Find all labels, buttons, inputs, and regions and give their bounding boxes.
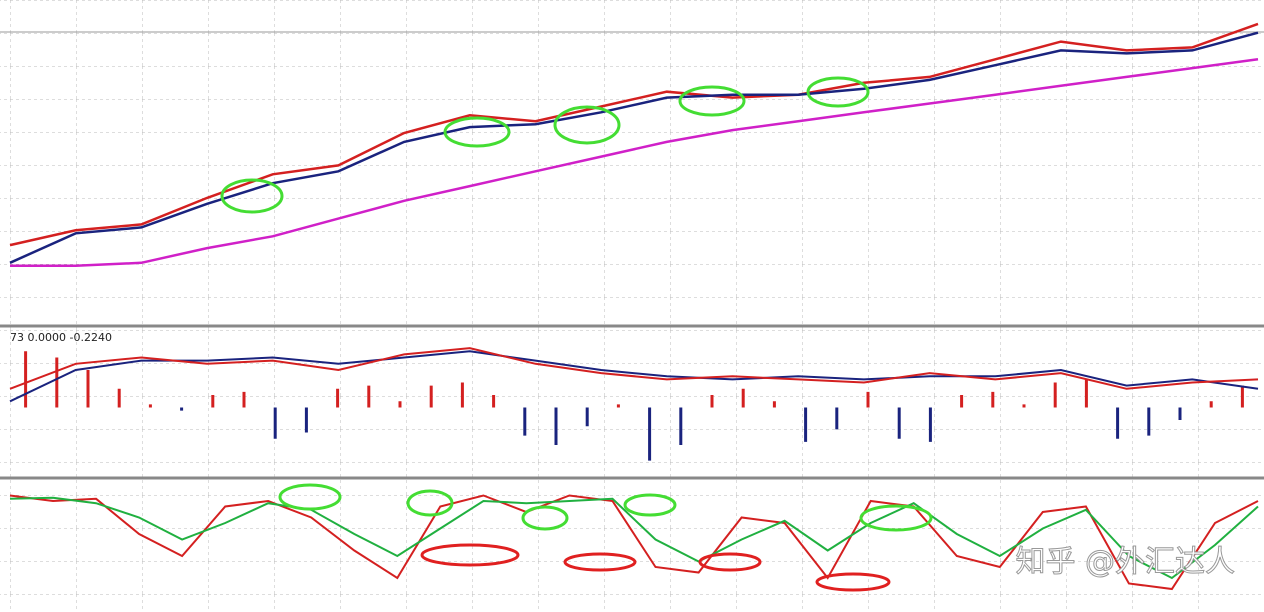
- circle: [553, 105, 621, 145]
- series-line: [9, 496, 1259, 580]
- circle: [443, 116, 511, 148]
- histogram-bar: [835, 407, 839, 430]
- circle: [563, 552, 637, 572]
- series-line: [9, 494, 1259, 591]
- histogram-bar: [866, 391, 870, 408]
- histogram-bar: [117, 388, 121, 408]
- circle: [406, 489, 454, 517]
- histogram-bar: [86, 370, 90, 408]
- watermark: 知乎 @外汇达人: [1015, 545, 1235, 580]
- histogram-bar: [55, 357, 59, 408]
- circle: [623, 493, 677, 517]
- histogram-bar: [273, 407, 277, 439]
- circle: [698, 552, 762, 572]
- histogram-bar: [398, 401, 402, 408]
- histogram-bar: [928, 407, 932, 442]
- series-line: [9, 347, 1259, 390]
- histogram-bar: [492, 395, 496, 408]
- histogram-bar: [211, 395, 215, 408]
- annotations: [220, 76, 933, 592]
- circle: [220, 178, 284, 214]
- histogram-bar: [304, 407, 308, 433]
- histogram-bar: [180, 407, 184, 411]
- series-line: [9, 31, 1259, 264]
- histogram-bar: [1240, 385, 1244, 408]
- series-line: [9, 350, 1259, 403]
- histogram-bar: [1147, 407, 1151, 436]
- histogram-bar: [710, 395, 714, 408]
- histogram-bar: [897, 407, 901, 439]
- histogram-bar: [1178, 407, 1182, 420]
- histogram-bar: [585, 407, 589, 427]
- circle: [521, 505, 569, 531]
- histogram-bar: [1022, 404, 1026, 408]
- histogram-bar: [741, 388, 745, 408]
- histogram-bar: [804, 407, 808, 442]
- histogram-bar: [554, 407, 558, 445]
- histogram-bar: [429, 385, 433, 408]
- histogram-bar: [148, 404, 152, 408]
- histogram-bar: [523, 407, 527, 436]
- histogram-bar: [24, 351, 28, 408]
- histogram-bar: [1209, 401, 1213, 408]
- histogram-bar: [336, 388, 340, 408]
- circle: [815, 572, 891, 592]
- histogram-bar: [1053, 382, 1057, 408]
- circle: [278, 483, 342, 511]
- circle: [806, 76, 870, 108]
- histogram-bar: [460, 382, 464, 408]
- histogram-bar: [991, 391, 995, 408]
- series-line: [9, 22, 1259, 247]
- histogram-bar: [1116, 407, 1120, 439]
- circle: [859, 504, 933, 532]
- series-line: [10, 58, 1259, 268]
- histogram-bar: [960, 395, 964, 408]
- histogram-bar: [367, 385, 371, 408]
- histogram-bar: [242, 391, 246, 408]
- histogram-bar: [648, 407, 652, 461]
- histogram-bar: [772, 401, 776, 408]
- circle: [678, 85, 746, 117]
- histogram-bar: [616, 404, 620, 408]
- macd-label: 73 0.0000 -0.2240: [10, 331, 112, 344]
- histogram-bar: [679, 407, 683, 445]
- histogram-bar: [1084, 379, 1088, 408]
- circle: [420, 543, 520, 567]
